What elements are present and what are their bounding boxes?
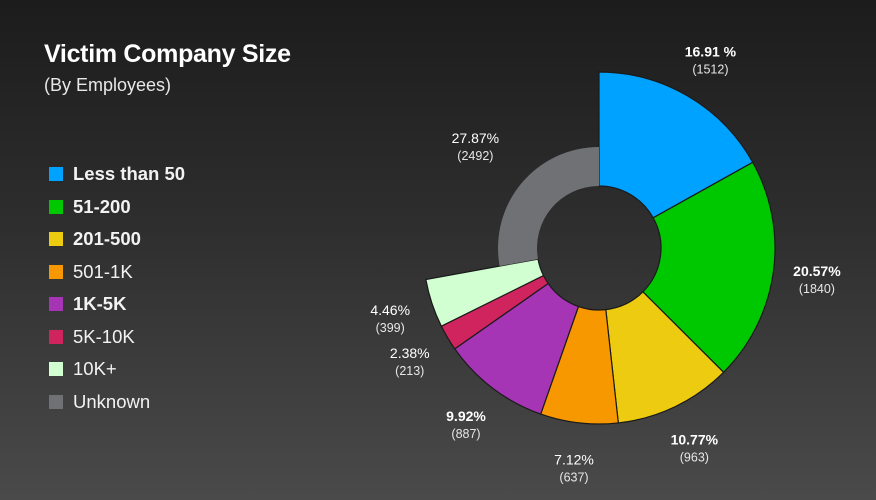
slice-percent-label: 9.92% (446, 408, 486, 424)
slice-count-label: (637) (559, 471, 588, 485)
slice-count-label: (213) (395, 364, 424, 378)
slice-count-label: (2492) (457, 149, 493, 163)
legend-swatch (49, 297, 63, 312)
legend-label: 5K-10K (73, 325, 135, 347)
pie-slice (498, 147, 599, 267)
legend-item: 1K-5K (49, 288, 185, 321)
slice-percent-label: 27.87% (452, 130, 499, 146)
legend-swatch (49, 167, 63, 182)
legend-swatch (49, 232, 63, 247)
chart-title: Victim Company Size (44, 40, 291, 68)
legend-swatch (49, 264, 63, 279)
legend-swatch (49, 394, 63, 409)
legend: Less than 50 51-200 201-500 501-1K 1K-5K 5K-1… (49, 158, 185, 418)
legend-item: 501-1K (49, 256, 185, 289)
legend-label: 501-1K (73, 260, 133, 282)
legend-swatch (49, 362, 63, 377)
pie-slice (598, 71, 754, 219)
legend-label: Unknown (73, 390, 151, 412)
legend-swatch (49, 199, 63, 214)
legend-item: Less than 50 (49, 158, 185, 191)
slice-count-label: (963) (680, 450, 709, 464)
slice-percent-label: 7.12% (554, 452, 594, 468)
slice-count-label: (1512) (692, 62, 728, 76)
legend-swatch (49, 329, 63, 344)
legend-label: 10K+ (73, 358, 117, 380)
legend-item: 201-500 (49, 223, 185, 256)
legend-item: 51-200 (49, 191, 185, 224)
slice-percent-label: 10.77% (671, 431, 719, 447)
slice-percent-label: 4.46% (370, 302, 410, 318)
legend-item: Unknown (49, 386, 185, 419)
slice-count-label: (1840) (799, 282, 835, 296)
pie-slice (642, 161, 776, 374)
legend-item: 10K+ (49, 353, 185, 386)
slice-count-label: (399) (376, 321, 405, 335)
slice-count-label: (887) (451, 427, 480, 441)
slice-percent-label: 16.91 % (685, 43, 737, 59)
legend-label: 51-200 (73, 195, 131, 217)
legend-label: 201-500 (73, 228, 141, 250)
legend-label: Less than 50 (73, 163, 186, 185)
chart-subtitle: (By Employees) (44, 75, 172, 95)
slice-percent-label: 20.57% (793, 263, 841, 279)
pie-slice (425, 258, 545, 327)
legend-label: 1K-5K (73, 293, 127, 315)
slice-percent-label: 2.38% (390, 345, 430, 361)
legend-item: 5K-10K (49, 321, 185, 354)
